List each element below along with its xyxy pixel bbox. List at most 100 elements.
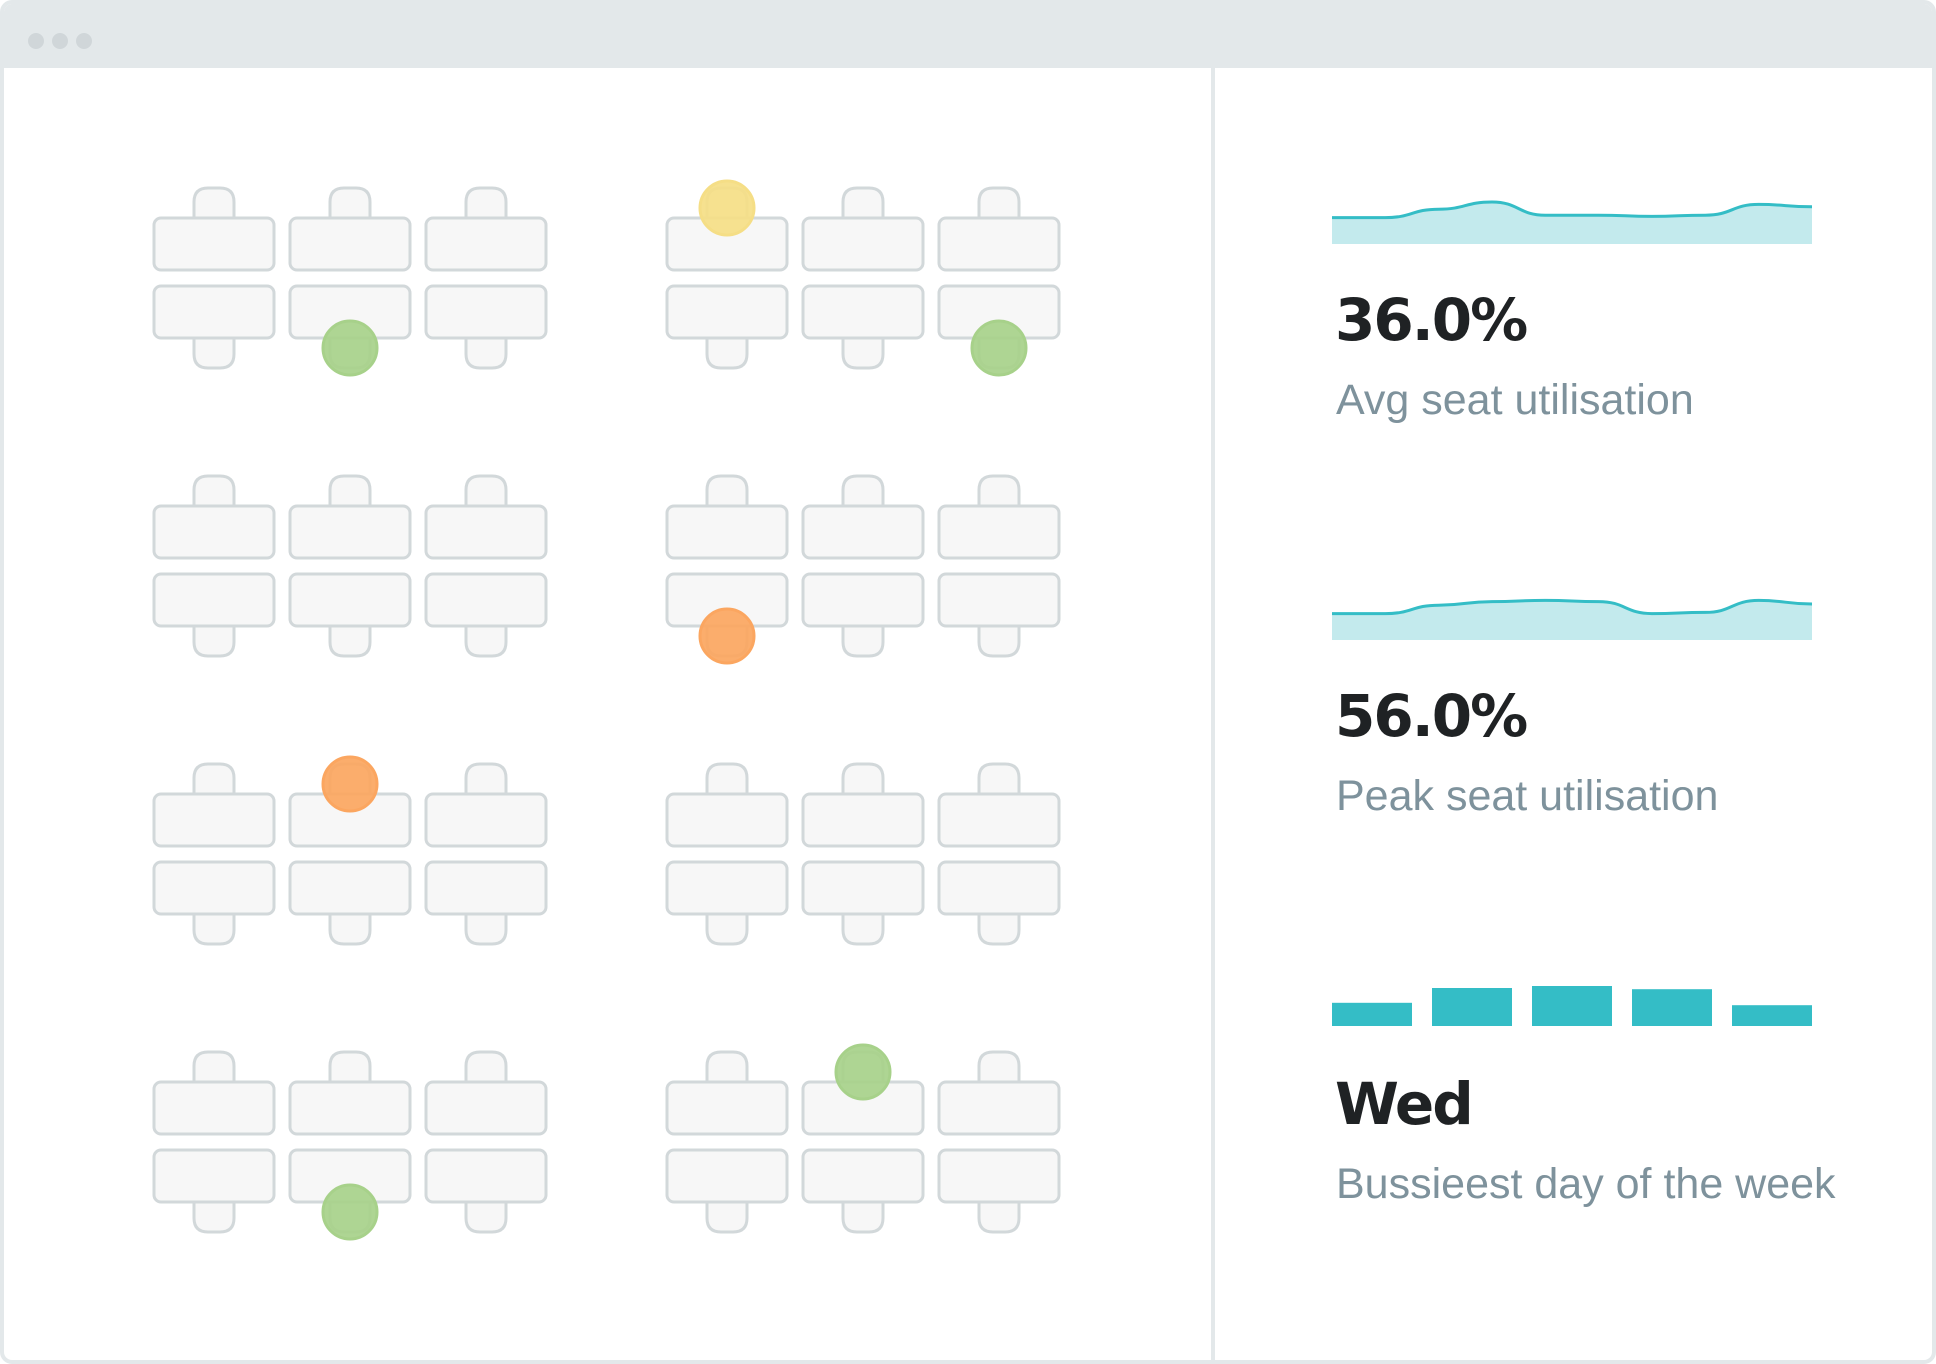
bar-tue bbox=[1432, 988, 1512, 1026]
desk[interactable] bbox=[424, 792, 548, 848]
chair[interactable] bbox=[705, 474, 749, 506]
occupancy-marker-green[interactable] bbox=[834, 1043, 892, 1101]
desk[interactable] bbox=[801, 572, 925, 628]
desk[interactable] bbox=[152, 504, 276, 560]
chair[interactable] bbox=[192, 762, 236, 794]
chair[interactable] bbox=[977, 1050, 1021, 1082]
chair[interactable] bbox=[464, 474, 508, 506]
window-dot-icon[interactable] bbox=[28, 33, 44, 49]
desk[interactable] bbox=[424, 572, 548, 628]
desk[interactable] bbox=[424, 284, 548, 340]
desk[interactable] bbox=[424, 504, 548, 560]
chair[interactable] bbox=[705, 1202, 749, 1234]
chair[interactable] bbox=[841, 626, 885, 658]
chair[interactable] bbox=[464, 1050, 508, 1082]
desk[interactable] bbox=[424, 1080, 548, 1136]
chair[interactable] bbox=[464, 762, 508, 794]
desk[interactable] bbox=[665, 860, 789, 916]
desk[interactable] bbox=[152, 1148, 276, 1204]
chair[interactable] bbox=[977, 186, 1021, 218]
chair[interactable] bbox=[841, 762, 885, 794]
sparkline-area bbox=[1332, 600, 1812, 640]
chair[interactable] bbox=[192, 1202, 236, 1234]
desk[interactable] bbox=[801, 792, 925, 848]
chair[interactable] bbox=[464, 1202, 508, 1234]
desk[interactable] bbox=[937, 1148, 1061, 1204]
window-dot-icon[interactable] bbox=[76, 33, 92, 49]
desk[interactable] bbox=[801, 860, 925, 916]
chair[interactable] bbox=[705, 338, 749, 370]
desk[interactable] bbox=[665, 504, 789, 560]
chair[interactable] bbox=[841, 186, 885, 218]
chair[interactable] bbox=[977, 474, 1021, 506]
chair[interactable] bbox=[192, 626, 236, 658]
desk[interactable] bbox=[152, 860, 276, 916]
chair[interactable] bbox=[841, 1202, 885, 1234]
desk[interactable] bbox=[937, 572, 1061, 628]
chair[interactable] bbox=[192, 1050, 236, 1082]
chair[interactable] bbox=[192, 914, 236, 946]
desk[interactable] bbox=[288, 504, 412, 560]
occupancy-marker-green[interactable] bbox=[321, 319, 379, 377]
desk[interactable] bbox=[288, 1080, 412, 1136]
desk[interactable] bbox=[288, 216, 412, 272]
chair[interactable] bbox=[192, 338, 236, 370]
desk[interactable] bbox=[152, 284, 276, 340]
occupancy-marker-green[interactable] bbox=[970, 319, 1028, 377]
desk[interactable] bbox=[288, 572, 412, 628]
desk[interactable] bbox=[424, 860, 548, 916]
desk[interactable] bbox=[424, 216, 548, 272]
desk[interactable] bbox=[801, 1148, 925, 1204]
chair[interactable] bbox=[328, 1050, 372, 1082]
occupancy-marker-green[interactable] bbox=[321, 1183, 379, 1241]
chair[interactable] bbox=[705, 762, 749, 794]
occupancy-marker-orange[interactable] bbox=[698, 607, 756, 665]
desk[interactable] bbox=[937, 216, 1061, 272]
desk-group bbox=[152, 186, 548, 370]
desk[interactable] bbox=[665, 792, 789, 848]
chair[interactable] bbox=[705, 914, 749, 946]
chair[interactable] bbox=[841, 338, 885, 370]
chair[interactable] bbox=[328, 186, 372, 218]
chair[interactable] bbox=[841, 474, 885, 506]
desk[interactable] bbox=[801, 284, 925, 340]
desk[interactable] bbox=[937, 860, 1061, 916]
window-dot-icon[interactable] bbox=[52, 33, 68, 49]
desk[interactable] bbox=[152, 792, 276, 848]
desk[interactable] bbox=[937, 792, 1061, 848]
chair[interactable] bbox=[192, 474, 236, 506]
chair[interactable] bbox=[464, 914, 508, 946]
chair[interactable] bbox=[977, 1202, 1021, 1234]
avg-utilisation-label: Avg seat utilisation bbox=[1336, 376, 1694, 424]
chair[interactable] bbox=[977, 762, 1021, 794]
desk[interactable] bbox=[152, 216, 276, 272]
desk[interactable] bbox=[665, 1080, 789, 1136]
desk[interactable] bbox=[288, 860, 412, 916]
desk[interactable] bbox=[937, 504, 1061, 560]
chair[interactable] bbox=[464, 626, 508, 658]
desk[interactable] bbox=[152, 572, 276, 628]
avg-utilisation-value: 36.0% bbox=[1335, 286, 1528, 354]
desk[interactable] bbox=[665, 1148, 789, 1204]
desk-group bbox=[152, 1050, 548, 1234]
chair[interactable] bbox=[328, 914, 372, 946]
desk[interactable] bbox=[801, 216, 925, 272]
desk[interactable] bbox=[424, 1148, 548, 1204]
desk[interactable] bbox=[665, 284, 789, 340]
chair[interactable] bbox=[192, 186, 236, 218]
occupancy-marker-yellow[interactable] bbox=[698, 179, 756, 237]
sparkline-line bbox=[1332, 598, 1813, 616]
chair[interactable] bbox=[705, 1050, 749, 1082]
chair[interactable] bbox=[328, 626, 372, 658]
desk[interactable] bbox=[801, 504, 925, 560]
chair[interactable] bbox=[464, 338, 508, 370]
chair[interactable] bbox=[328, 474, 372, 506]
chair[interactable] bbox=[841, 914, 885, 946]
chair[interactable] bbox=[464, 186, 508, 218]
desk[interactable] bbox=[937, 1080, 1061, 1136]
occupancy-marker-orange[interactable] bbox=[321, 755, 379, 813]
chair[interactable] bbox=[977, 626, 1021, 658]
chair[interactable] bbox=[977, 914, 1021, 946]
desk[interactable] bbox=[152, 1080, 276, 1136]
